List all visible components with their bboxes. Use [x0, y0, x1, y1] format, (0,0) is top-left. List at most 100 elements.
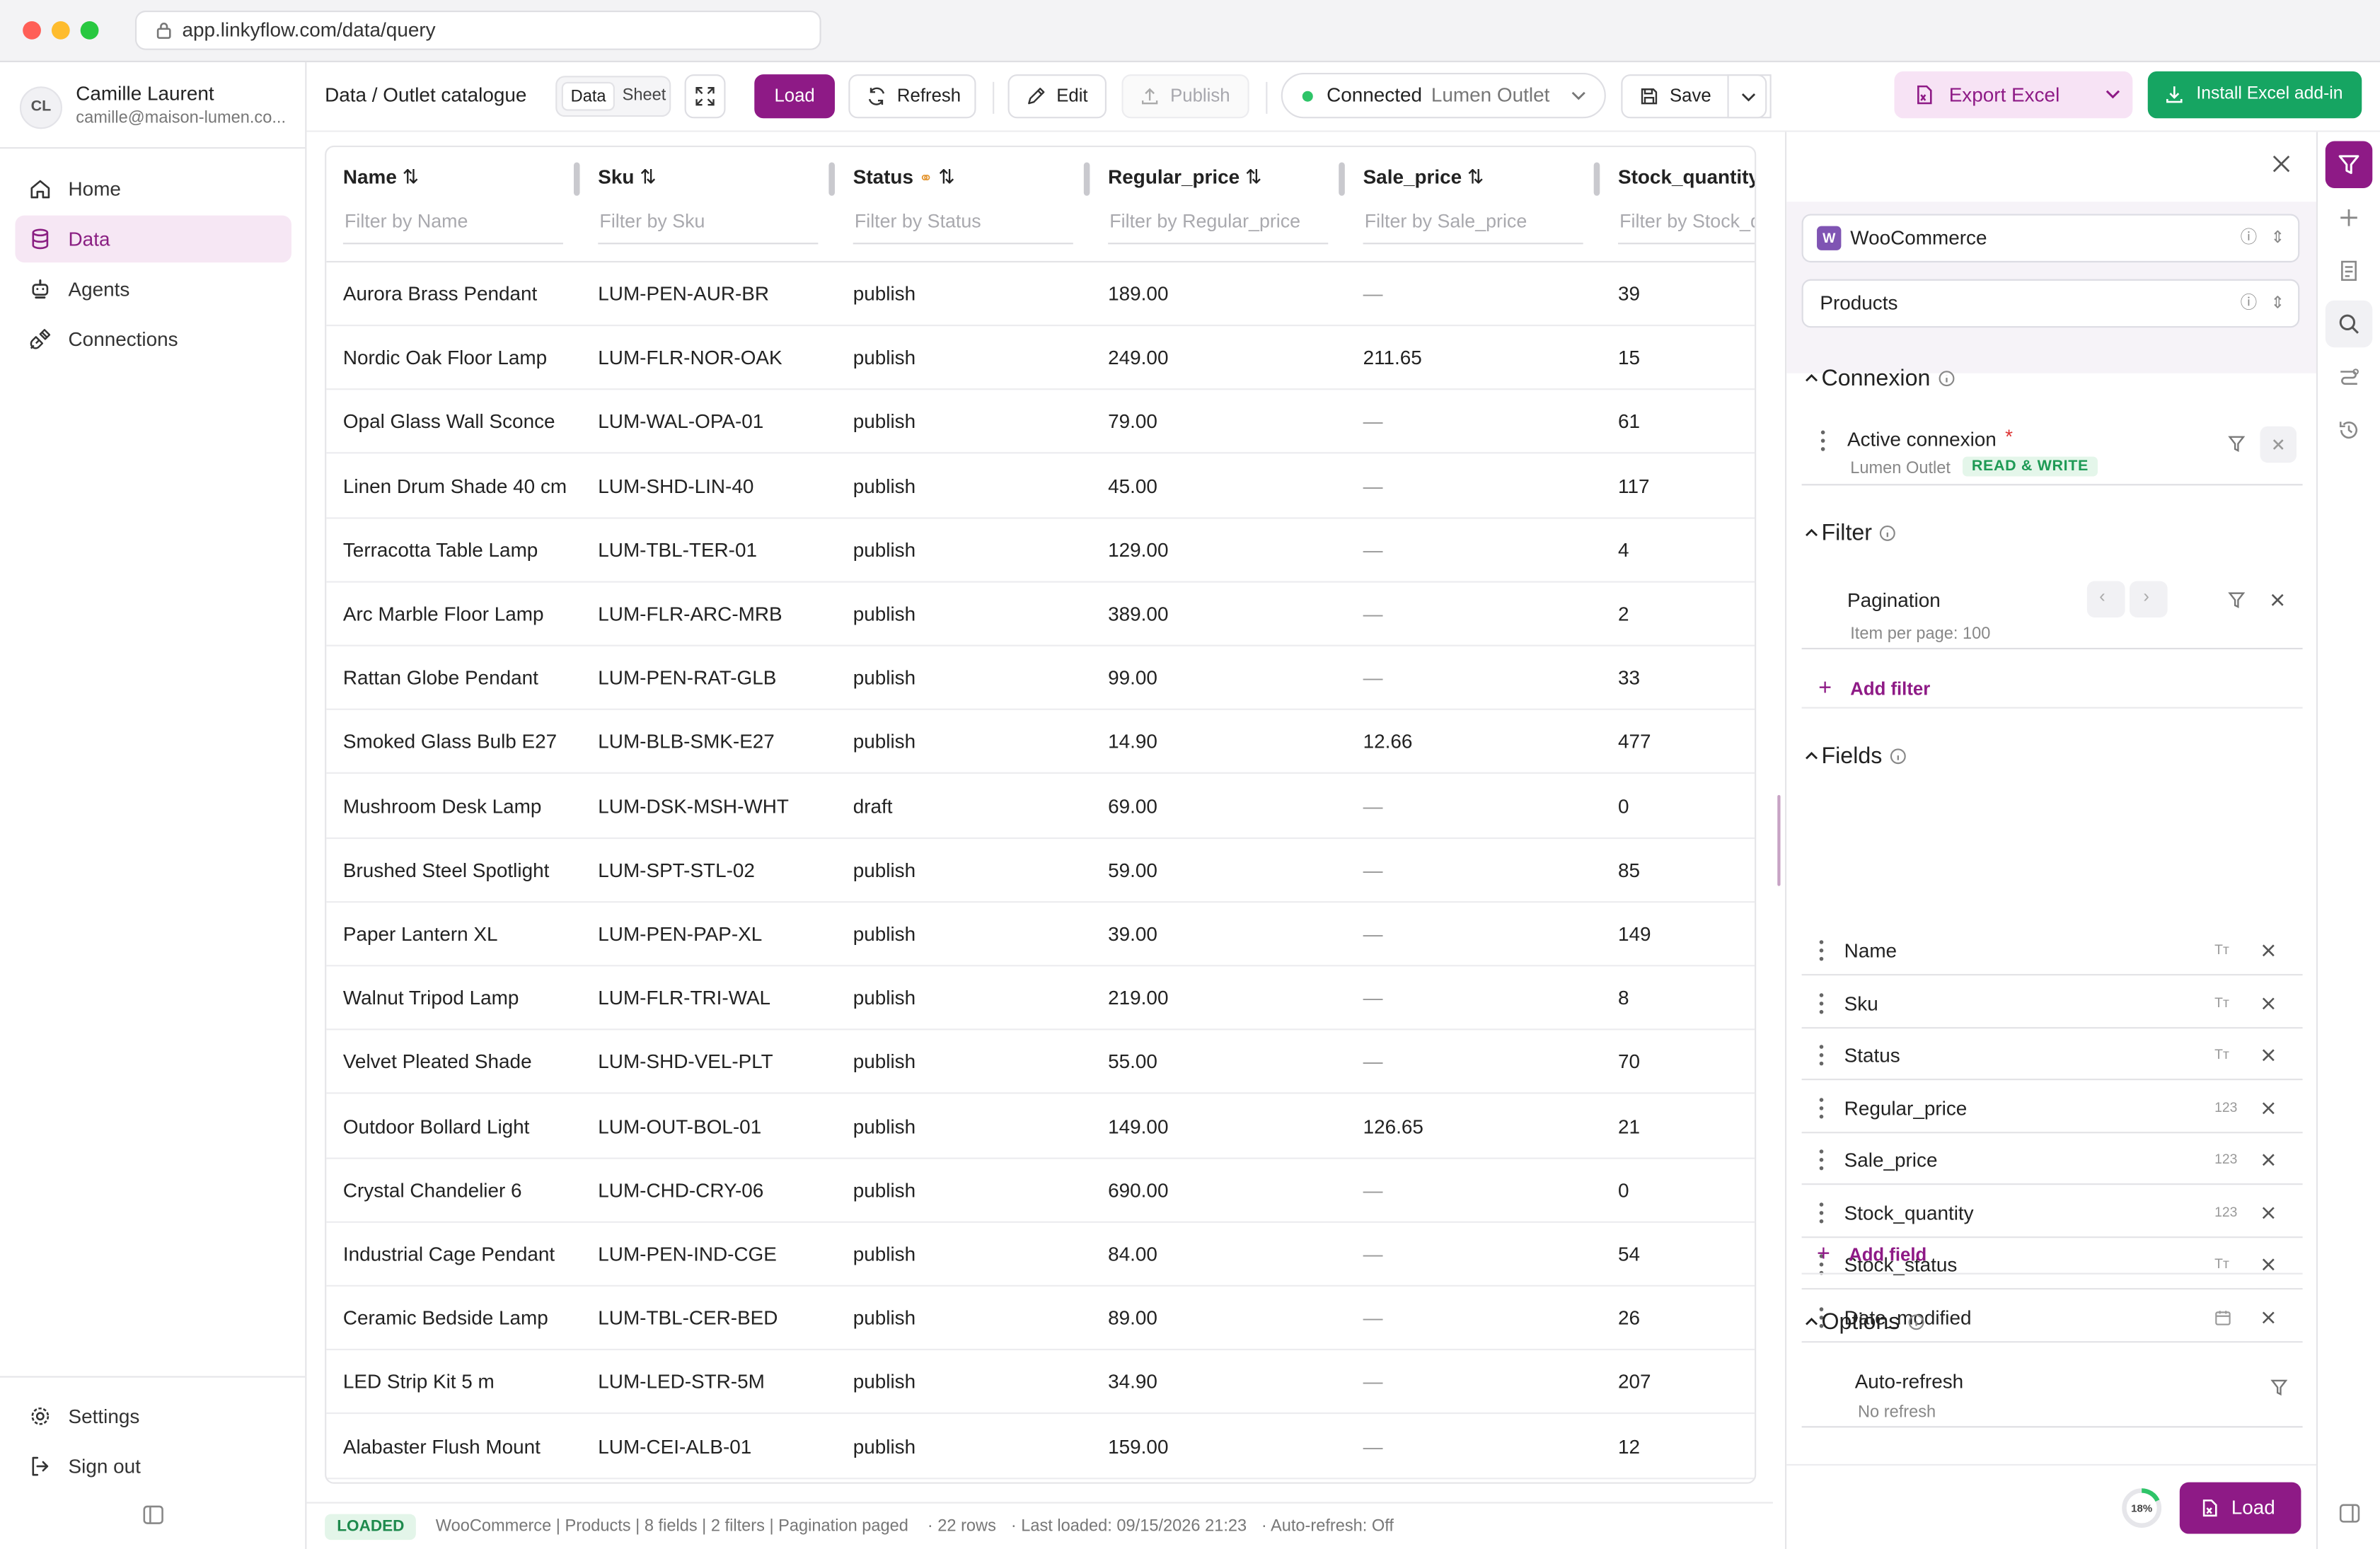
table-cell[interactable]: publish: [853, 1114, 916, 1137]
table-row[interactable]: Velvet Pleated Shade LUM-SHD-VEL-PLT publi…: [326, 1031, 1755, 1095]
table-cell[interactable]: LUM-SPT-STL-02: [598, 858, 755, 881]
table-cell[interactable]: publish: [853, 1242, 916, 1265]
table-cell[interactable]: —: [1363, 1050, 1383, 1074]
table-cell[interactable]: 26: [1618, 1306, 1641, 1330]
table-cell[interactable]: 219.00: [1108, 986, 1169, 1009]
publish-button[interactable]: Publish: [1121, 74, 1249, 119]
table-cell[interactable]: 12: [1618, 1434, 1641, 1458]
table-cell[interactable]: 70: [1618, 1050, 1641, 1074]
table-cell[interactable]: —: [1363, 922, 1383, 946]
table-cell[interactable]: LUM-FLR-TRI-WAL: [598, 986, 771, 1009]
save-options-button[interactable]: [1727, 74, 1767, 119]
export-excel-button[interactable]: Export Excel: [1894, 71, 2133, 119]
rail-search-button[interactable]: [2325, 300, 2373, 348]
prev-page-button[interactable]: ‹: [2086, 581, 2125, 617]
table-cell[interactable]: Alabaster Flush Mount: [342, 1434, 541, 1458]
column-resize-handle[interactable]: [573, 162, 580, 196]
sidebar-item-data[interactable]: Data: [15, 215, 291, 263]
drag-handle-icon[interactable]: [1818, 1096, 1825, 1119]
table-cell[interactable]: 69.00: [1108, 794, 1157, 818]
sidebar-item-agents[interactable]: Agents: [15, 265, 291, 312]
table-cell[interactable]: 0: [1618, 1178, 1629, 1202]
table-row[interactable]: Rattan Globe Pendant LUM-PEN-RAT-GLB publi…: [326, 646, 1755, 711]
table-cell[interactable]: 0: [1618, 794, 1629, 818]
field-item[interactable]: Stock_quantity 123: [1801, 1187, 2303, 1238]
table-cell[interactable]: Crystal Chandelier 6: [342, 1178, 522, 1202]
table-row[interactable]: LED Strip Kit 5 m LUM-LED-STR-5M publish 34…: [326, 1351, 1755, 1415]
table-cell[interactable]: Smoked Glass Bulb E27: [342, 730, 558, 753]
table-row[interactable]: Walnut Tripod Lamp LUM-FLR-TRI-WAL publish…: [326, 967, 1755, 1031]
table-cell[interactable]: 4: [1618, 538, 1629, 562]
window-minimize-button[interactable]: [51, 21, 70, 40]
connection-selector[interactable]: Connected Lumen Outlet: [1281, 72, 1606, 119]
table-cell[interactable]: publish: [853, 346, 916, 369]
table-cell[interactable]: publish: [853, 282, 916, 306]
table-cell[interactable]: publish: [853, 986, 916, 1009]
table-cell[interactable]: Walnut Tripod Lamp: [342, 986, 519, 1009]
sort-icon[interactable]: ⇅: [402, 165, 420, 188]
table-row[interactable]: Outdoor Bollard Light LUM-OUT-BOL-01 publi…: [326, 1095, 1755, 1159]
resource-select[interactable]: Products ⓘ ⇕: [1801, 279, 2300, 328]
table-cell[interactable]: LUM-SHD-VEL-PLT: [598, 1050, 773, 1074]
table-cell[interactable]: LUM-FLR-NOR-OAK: [598, 346, 782, 369]
rail-history-button[interactable]: [2326, 407, 2373, 453]
load-button[interactable]: Load: [754, 74, 835, 119]
table-cell[interactable]: 85: [1618, 858, 1641, 881]
table-cell[interactable]: —: [1363, 1242, 1383, 1265]
next-page-button[interactable]: ›: [2130, 581, 2168, 617]
table-cell[interactable]: 59.00: [1108, 858, 1157, 881]
table-cell[interactable]: LUM-WAL-OPA-01: [598, 410, 764, 434]
table-cell[interactable]: —: [1363, 602, 1383, 625]
rail-query-button[interactable]: [2325, 141, 2373, 188]
table-cell[interactable]: —: [1363, 1434, 1383, 1458]
table-cell[interactable]: 690.00: [1108, 1178, 1169, 1202]
drag-handle-icon[interactable]: [1818, 939, 1825, 962]
window-maximize-button[interactable]: [80, 21, 99, 40]
close-icon[interactable]: [2262, 1153, 2275, 1166]
table-cell[interactable]: LUM-TBL-TER-01: [598, 538, 758, 562]
table-cell[interactable]: LUM-PEN-AUR-BR: [598, 282, 770, 306]
table-cell[interactable]: publish: [853, 474, 916, 497]
rail-transform-button[interactable]: [2326, 354, 2373, 400]
table-cell[interactable]: 14.90: [1108, 730, 1157, 753]
user-profile[interactable]: CL Camille Laurent camille@maison-lumen.…: [0, 62, 306, 149]
filter-input-regular-price[interactable]: Filter by Regular_price: [1108, 208, 1329, 245]
table-cell[interactable]: 149: [1618, 922, 1651, 946]
info-icon[interactable]: [1890, 748, 1907, 765]
table-cell[interactable]: Outdoor Bollard Light: [342, 1114, 530, 1137]
table-cell[interactable]: publish: [853, 858, 916, 881]
sidebar-item-home[interactable]: Home: [15, 166, 291, 212]
close-icon[interactable]: [2271, 593, 2284, 607]
drag-handle-icon[interactable]: [1818, 1149, 1825, 1171]
table-cell[interactable]: —: [1363, 858, 1383, 881]
table-cell[interactable]: 211.65: [1363, 346, 1422, 369]
table-row[interactable]: Arc Marble Floor Lamp LUM-FLR-ARC-MRB publ…: [326, 583, 1755, 646]
table-cell[interactable]: —: [1363, 282, 1383, 306]
table-cell[interactable]: LUM-PEN-RAT-GLB: [598, 666, 777, 690]
section-fields[interactable]: Fields: [1805, 743, 1907, 769]
filter-icon[interactable]: [2228, 436, 2246, 453]
table-cell[interactable]: —: [1363, 1306, 1383, 1330]
table-cell[interactable]: —: [1363, 410, 1383, 434]
table-cell[interactable]: publish: [853, 730, 916, 753]
table-cell[interactable]: 389.00: [1108, 602, 1169, 625]
info-icon[interactable]: ⓘ: [2240, 294, 2258, 313]
view-sheet-tab[interactable]: Sheet: [622, 86, 666, 105]
table-cell[interactable]: LUM-BLB-SMK-E27: [598, 730, 775, 753]
sort-icon[interactable]: ⇅: [1467, 165, 1484, 188]
filter-input-sku[interactable]: Filter by Sku: [598, 208, 819, 245]
sort-icon[interactable]: ⇅: [640, 165, 657, 188]
table-cell[interactable]: publish: [853, 666, 916, 690]
collapse-panel-icon[interactable]: [2339, 1504, 2360, 1524]
table-cell[interactable]: 99.00: [1108, 666, 1157, 690]
table-cell[interactable]: LUM-OUT-BOL-01: [598, 1114, 762, 1137]
table-row[interactable]: Aurora Brass Pendant LUM-PEN-AUR-BR publis…: [326, 262, 1755, 327]
panel-resize-handle[interactable]: [1777, 794, 1781, 886]
info-icon[interactable]: [1880, 525, 1897, 542]
table-cell[interactable]: LUM-TBL-CER-BED: [598, 1306, 778, 1330]
table-cell[interactable]: publish: [853, 1306, 916, 1330]
table-cell[interactable]: Brushed Steel Spotlight: [342, 858, 550, 881]
table-cell[interactable]: Terracotta Table Lamp: [342, 538, 538, 562]
column-resize-handle[interactable]: [828, 162, 835, 196]
table-cell[interactable]: 159.00: [1108, 1434, 1169, 1458]
